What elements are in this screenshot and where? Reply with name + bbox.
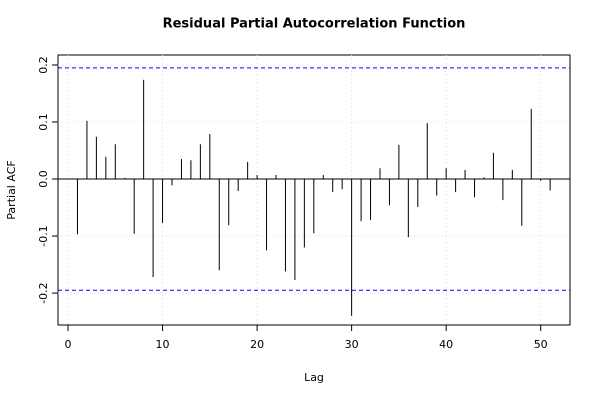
x-tick-label: 10: [156, 338, 170, 351]
x-tick-label: 30: [345, 338, 359, 351]
y-tick-label: 0.1: [37, 113, 50, 131]
y-tick-label: -0.1: [37, 225, 50, 246]
plot-frame: [57, 54, 571, 326]
y-tick-label: -0.2: [37, 282, 50, 303]
x-tick-label: 50: [534, 338, 548, 351]
chart-title: Residual Partial Autocorrelation Functio…: [163, 17, 466, 32]
y-axis-label: Partial ACF: [5, 160, 18, 219]
y-tick-label: 0.2: [37, 56, 50, 74]
x-axis-label: Lag: [304, 371, 324, 384]
y-tick-label: 0.0: [37, 170, 50, 188]
x-tick-label: 20: [250, 338, 264, 351]
x-tick-label: 40: [439, 338, 453, 351]
x-tick-label: 0: [65, 338, 72, 351]
